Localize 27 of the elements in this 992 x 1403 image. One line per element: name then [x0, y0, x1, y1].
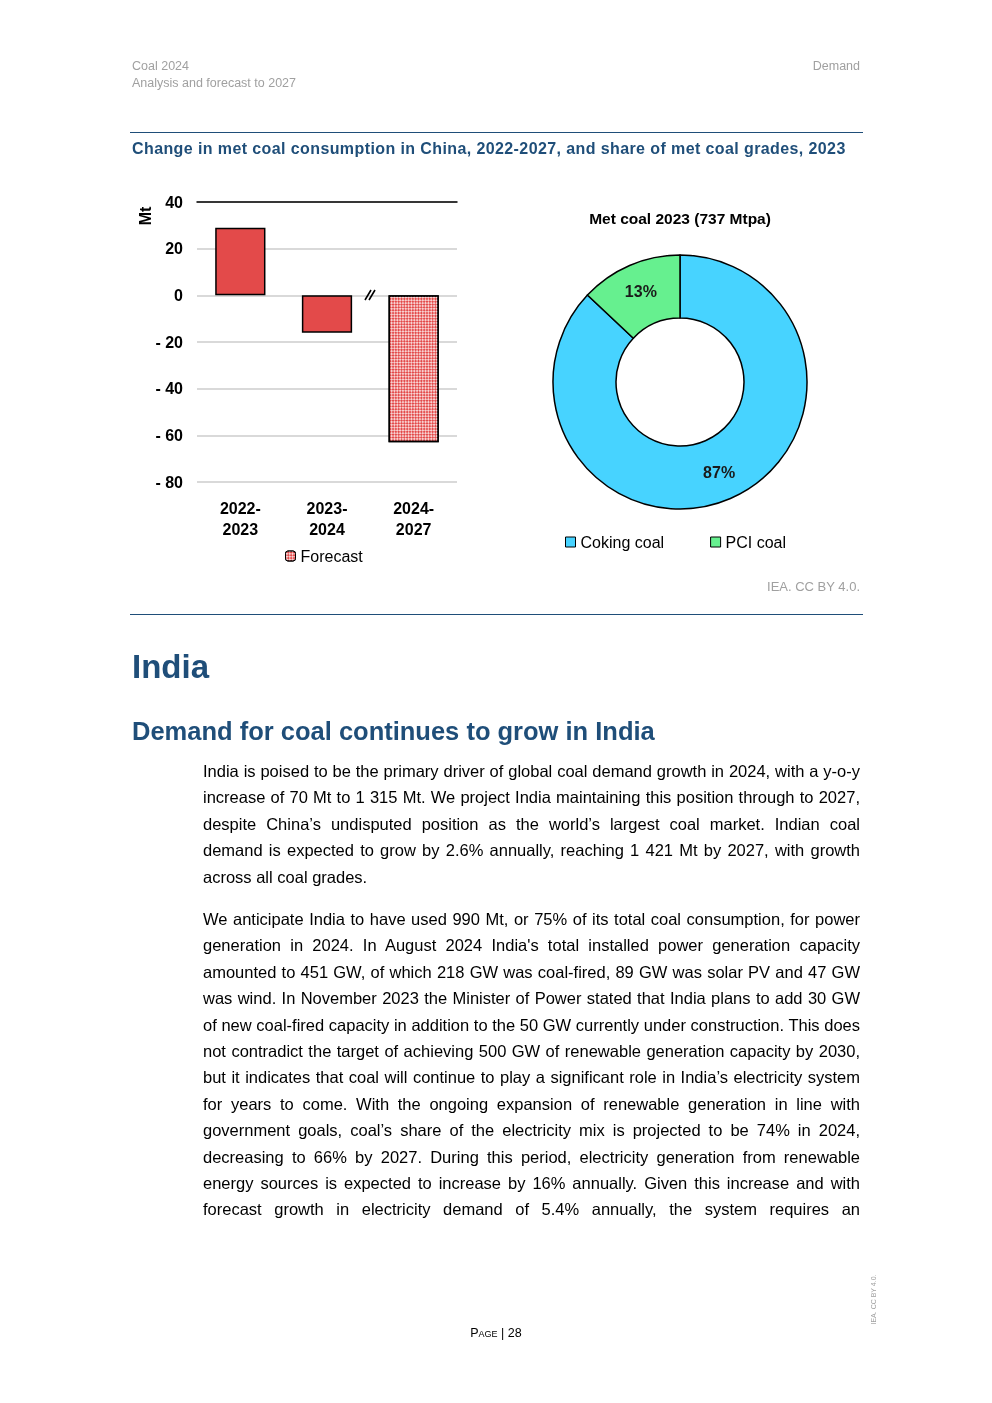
- text: India is poised to be the primary driver of global coal demand growth in 2024, with a y-o-y increase of 70 Mt to 1 315 Mt. We project India maintaining this position through to 2027, despite China’s undisputed position as the world’s largest coal market. Indian coal demand is expected to grow by 2.6% annually, reaching 1 421 Mt by 2027, with growth across all coal grades.: [203, 761, 860, 888]
- chart-title: Met coal 2023 (737 Mtpa): [589, 209, 771, 227]
- text: IEA. CC BY 4.0.: [767, 579, 860, 594]
- text: Coal 2024: [132, 59, 189, 73]
- legend-label: Forecast: [300, 547, 364, 565]
- data-label: 87%: [703, 463, 736, 481]
- y-tick-label: 0: [174, 286, 184, 304]
- text: Demand: [812, 59, 860, 73]
- y-tick-label: 20: [165, 240, 184, 258]
- y-axis-title: Mt: [137, 206, 156, 226]
- text: India: [132, 648, 210, 686]
- chart-title: Change in met coal consumption in China, 2022-2027, and share of met coal grades, 2023: [132, 139, 847, 159]
- y-tick-label: - 80: [155, 473, 184, 491]
- text: Page | 28: [469, 1326, 523, 1340]
- y-tick-label: - 20: [155, 333, 184, 351]
- x-tick-label: 2023-2024: [306, 500, 348, 538]
- legend-label: PCI coal: [725, 533, 787, 551]
- x-tick-label: 2022-2023: [219, 500, 261, 538]
- text: We anticipate India to have used 990 Mt, or 75% of its total coal consumption, for power generation in 2024. In August 2024 India's total installed power generation capacity amounted to 451 GW, of which 218 GW was coal-fired, 89 GW was solar PV and 47 GW was wind. In November 2023 the Minister of Power stated that India plans to add 30 GW of new coal-fired capacity in addition to the 50 GW currently under construction. This does not contradict the target of achieving 500 GW of renewable generation capacity by 2030, but it indicates that coal will continue to play a significant role in India’s electricity system for years to come. With the ongoing expansion of renewable generation in line with government goals, coal’s share of the electricity mix is projected to be 74% in 2024, decreasing to 66% by 2027. During this period, electricity generation from renewable energy sources is expected to increase by 16% annually. Given this increase and with forecast growth in electricity demand of 5.4% annually, the system requires an: [203, 910, 860, 1219]
- text: Demand for coal continues to grow in India: [132, 717, 655, 746]
- text: Analysis and forecast to 2027: [132, 76, 296, 90]
- x-tick-label: 2024-2027: [393, 500, 435, 538]
- y-tick-label: 40: [165, 193, 184, 211]
- data-label: 13%: [624, 283, 657, 301]
- y-tick-label: - 60: [155, 426, 184, 444]
- legend-label: Coking coal: [580, 533, 665, 551]
- y-tick-label: - 40: [155, 380, 184, 398]
